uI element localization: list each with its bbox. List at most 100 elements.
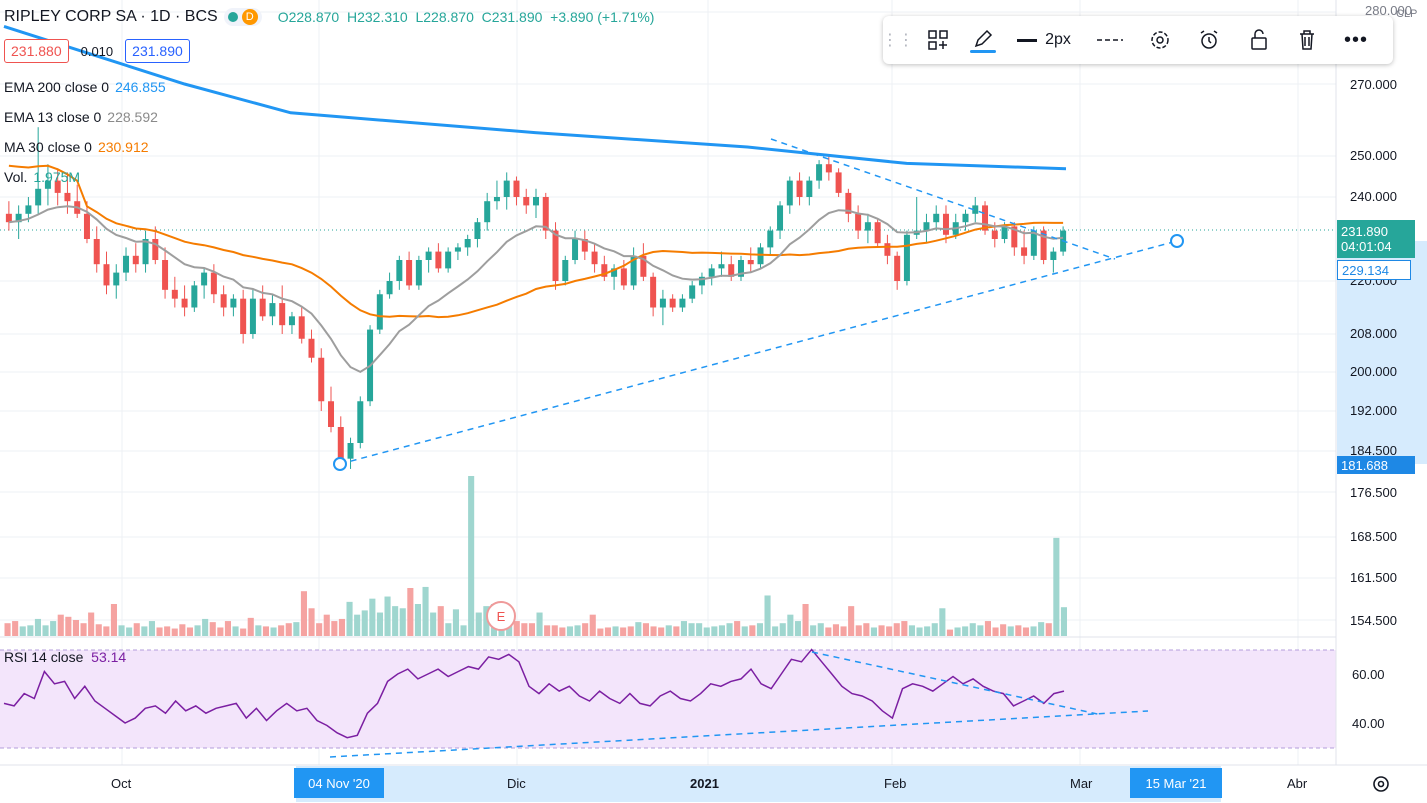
candle[interactable] bbox=[396, 260, 403, 281]
candle[interactable] bbox=[562, 260, 569, 281]
candle[interactable] bbox=[786, 180, 793, 206]
candle[interactable] bbox=[249, 298, 256, 334]
candle[interactable] bbox=[513, 180, 520, 197]
candle[interactable] bbox=[552, 230, 559, 281]
candle[interactable] bbox=[406, 260, 413, 286]
candle[interactable] bbox=[425, 251, 432, 260]
candle[interactable] bbox=[689, 285, 696, 299]
candle[interactable] bbox=[201, 272, 208, 286]
candle[interactable] bbox=[220, 294, 227, 308]
candle[interactable] bbox=[757, 247, 764, 265]
lower-trendline[interactable] bbox=[339, 240, 1178, 465]
candle[interactable] bbox=[328, 401, 335, 427]
candle[interactable] bbox=[93, 239, 100, 265]
candle[interactable] bbox=[816, 164, 823, 181]
delete-button[interactable] bbox=[1283, 16, 1331, 64]
upper-trendline[interactable] bbox=[770, 138, 1116, 260]
candle[interactable] bbox=[679, 298, 686, 308]
trendline-anchor-start[interactable] bbox=[333, 457, 347, 471]
candle[interactable] bbox=[171, 289, 178, 299]
candle[interactable] bbox=[962, 213, 969, 223]
candle[interactable] bbox=[230, 298, 237, 308]
candle[interactable] bbox=[864, 222, 871, 231]
candle[interactable] bbox=[708, 268, 715, 277]
candle[interactable] bbox=[15, 213, 22, 223]
symbol-title[interactable]: RIPLEY CORP SA · 1D · BCS bbox=[4, 8, 218, 25]
candle[interactable] bbox=[415, 260, 422, 286]
candle[interactable] bbox=[35, 188, 42, 206]
candle[interactable] bbox=[1030, 230, 1037, 256]
candle[interactable] bbox=[777, 205, 784, 231]
candle[interactable] bbox=[767, 230, 774, 248]
rsi-upper-trendline[interactable] bbox=[811, 651, 1103, 716]
candle[interactable] bbox=[318, 357, 325, 402]
candle[interactable] bbox=[142, 239, 149, 265]
candle[interactable] bbox=[454, 247, 461, 252]
ma30-legend[interactable]: MA 30 close 0 230.912 bbox=[4, 139, 149, 155]
candle[interactable] bbox=[737, 260, 744, 277]
candle[interactable] bbox=[933, 213, 940, 223]
status-pill[interactable]: D bbox=[223, 8, 262, 26]
candle[interactable] bbox=[855, 213, 862, 231]
candle[interactable] bbox=[123, 255, 130, 273]
candle[interactable] bbox=[464, 239, 471, 248]
settings-button[interactable] bbox=[1135, 16, 1185, 64]
volume-legend[interactable]: Vol. 1.975M bbox=[4, 169, 80, 185]
candle[interactable] bbox=[669, 298, 676, 308]
candle[interactable] bbox=[181, 298, 188, 308]
candle[interactable] bbox=[445, 251, 452, 269]
candle[interactable] bbox=[357, 401, 364, 443]
candle[interactable] bbox=[210, 272, 217, 295]
candle[interactable] bbox=[630, 255, 637, 286]
candle[interactable] bbox=[25, 205, 32, 214]
earnings-marker[interactable] bbox=[486, 601, 516, 631]
candle[interactable] bbox=[269, 303, 276, 317]
candle[interactable] bbox=[288, 316, 295, 326]
candle[interactable] bbox=[942, 213, 949, 235]
candle[interactable] bbox=[923, 222, 930, 231]
candle[interactable] bbox=[825, 164, 832, 173]
candle[interactable] bbox=[698, 276, 705, 286]
candle[interactable] bbox=[298, 316, 305, 339]
candle[interactable] bbox=[152, 239, 159, 260]
candle[interactable] bbox=[279, 303, 286, 326]
candle[interactable] bbox=[650, 276, 657, 308]
candle[interactable] bbox=[982, 205, 989, 231]
candle[interactable] bbox=[376, 294, 383, 330]
candle[interactable] bbox=[191, 285, 198, 308]
line-style-button[interactable] bbox=[1085, 16, 1135, 64]
candle[interactable] bbox=[718, 264, 725, 269]
candle[interactable] bbox=[54, 180, 61, 193]
candle[interactable] bbox=[845, 192, 852, 214]
candle[interactable] bbox=[601, 264, 608, 277]
candle[interactable] bbox=[611, 268, 618, 277]
candle[interactable] bbox=[884, 243, 891, 256]
candle[interactable] bbox=[83, 213, 90, 239]
candle[interactable] bbox=[591, 251, 598, 265]
rsi-lower-trendline[interactable] bbox=[329, 710, 1149, 758]
candle[interactable] bbox=[972, 205, 979, 214]
candle[interactable] bbox=[659, 298, 666, 308]
ask-button[interactable]: 231.890 bbox=[125, 39, 190, 63]
candle[interactable] bbox=[1040, 230, 1047, 260]
rsi-legend[interactable]: RSI 14 close 53.14 bbox=[4, 649, 126, 665]
candle[interactable] bbox=[474, 222, 481, 239]
candle[interactable] bbox=[903, 234, 910, 281]
candle[interactable] bbox=[728, 264, 735, 277]
candle[interactable] bbox=[113, 272, 120, 286]
candle[interactable] bbox=[835, 172, 842, 193]
candle[interactable] bbox=[337, 427, 344, 459]
candle[interactable] bbox=[132, 255, 139, 265]
candle[interactable] bbox=[386, 281, 393, 295]
template-button[interactable] bbox=[913, 16, 963, 64]
candle[interactable] bbox=[1001, 226, 1008, 239]
candle[interactable] bbox=[162, 260, 169, 290]
candle[interactable] bbox=[542, 197, 549, 231]
candle[interactable] bbox=[44, 180, 51, 189]
candle[interactable] bbox=[620, 268, 627, 286]
lock-button[interactable] bbox=[1235, 16, 1283, 64]
alert-button[interactable] bbox=[1185, 16, 1235, 64]
gear-icon[interactable] bbox=[1373, 776, 1389, 792]
candle[interactable] bbox=[484, 201, 491, 223]
